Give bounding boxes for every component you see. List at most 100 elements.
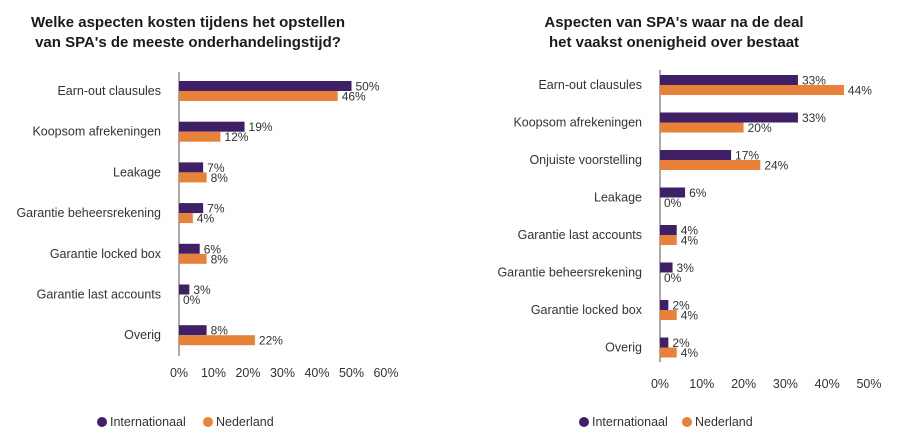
bar-nederland bbox=[660, 122, 744, 133]
category-label: Koopsom afrekeningen bbox=[513, 116, 642, 130]
bar-nederland bbox=[660, 310, 677, 320]
x-tick-label: 20% bbox=[731, 377, 756, 391]
data-label: 22% bbox=[259, 334, 283, 348]
data-label: 7% bbox=[207, 202, 225, 216]
legend-marker-nederland bbox=[203, 417, 213, 427]
bar-internationaal bbox=[179, 121, 245, 132]
legend-label-nederland: Nederland bbox=[695, 415, 753, 429]
category-label: Garantie beheersrekening bbox=[16, 206, 161, 220]
chart-left-plot: Earn-out clausules 50%46%Koopsom afrekeni… bbox=[16, 72, 399, 380]
data-label: 2% bbox=[672, 336, 690, 350]
x-tick-label: 30% bbox=[773, 377, 798, 391]
bar-internationaal bbox=[660, 187, 686, 198]
bar-nederland bbox=[660, 160, 761, 170]
x-tick-label: 20% bbox=[235, 366, 260, 380]
category-label: Onjuiste voorstelling bbox=[529, 153, 642, 167]
category-label: Earn-out clausules bbox=[57, 84, 161, 98]
legend-label-nederland: Nederland bbox=[216, 415, 274, 429]
data-label: 3% bbox=[677, 261, 695, 275]
bar-internationaal bbox=[179, 162, 204, 173]
data-label: 8% bbox=[211, 252, 229, 266]
bar-nederland bbox=[179, 131, 221, 142]
data-label: 3% bbox=[193, 283, 211, 297]
bar-internationaal bbox=[179, 203, 204, 214]
category-label: Garantie last accounts bbox=[518, 228, 642, 242]
x-tick-label: 0% bbox=[651, 377, 669, 391]
bar-nederland bbox=[179, 253, 207, 264]
bar-internationaal bbox=[179, 243, 200, 254]
legend-marker-internationaal bbox=[579, 417, 589, 427]
bar-nederland bbox=[179, 91, 338, 101]
chart-left-title-line-1: Welke aspecten kosten tijdens het opstel… bbox=[31, 14, 345, 31]
x-tick-label: 60% bbox=[373, 366, 398, 380]
category-label: Garantie last accounts bbox=[37, 288, 161, 302]
data-label: 2% bbox=[672, 299, 690, 313]
category-label: Koopsom afrekeningen bbox=[32, 125, 161, 139]
legend-marker-nederland bbox=[682, 417, 692, 427]
data-label: 0% bbox=[183, 293, 201, 307]
data-label: 46% bbox=[342, 90, 366, 104]
bar-nederland bbox=[179, 213, 193, 224]
data-label: 8% bbox=[211, 171, 229, 185]
bar-nederland bbox=[660, 347, 677, 358]
category-label: Overig bbox=[124, 328, 161, 342]
data-label: 33% bbox=[802, 111, 826, 125]
category-label: Garantie beheersrekening bbox=[497, 266, 642, 280]
chart-right-title-line-2: het vaakst onenigheid over bestaat bbox=[549, 34, 799, 51]
chart-right-plot: Earn-out clausules 33% 44% Koopsom afrekeni… bbox=[497, 70, 882, 391]
data-label: 24% bbox=[764, 159, 788, 173]
data-label: 7% bbox=[207, 161, 225, 175]
data-label: 4% bbox=[681, 234, 699, 248]
category-label: Leakage bbox=[113, 165, 161, 179]
chart-right: Aspecten van SPA's waar na de deal het v… bbox=[497, 14, 881, 429]
bar-internationaal bbox=[660, 262, 673, 273]
data-label: 4% bbox=[197, 212, 215, 226]
data-label: 4% bbox=[681, 346, 699, 360]
data-label: 0% bbox=[664, 271, 682, 285]
data-label: 4% bbox=[681, 224, 699, 238]
bar-internationaal bbox=[179, 81, 352, 91]
data-label: 44% bbox=[848, 84, 872, 98]
bar-internationaal bbox=[660, 225, 677, 235]
data-label: 4% bbox=[681, 309, 699, 323]
bar-internationaal bbox=[660, 112, 798, 123]
data-label: 8% bbox=[211, 324, 229, 338]
category-label: Leakage bbox=[594, 191, 642, 205]
bar-nederland bbox=[179, 172, 207, 183]
bar-internationaal bbox=[660, 337, 669, 348]
bar-internationaal bbox=[660, 75, 798, 85]
data-label: 33% bbox=[802, 74, 826, 88]
legend-label-internationaal: Internationaal bbox=[110, 415, 186, 429]
bar-internationaal bbox=[660, 150, 732, 160]
bar-internationaal bbox=[660, 300, 669, 310]
chart-right-title-line-1: Aspecten van SPA's waar na de deal bbox=[544, 14, 803, 31]
chart-left: Welke aspecten kosten tijdens het opstel… bbox=[16, 14, 398, 429]
bar-nederland bbox=[660, 235, 677, 245]
data-label: 12% bbox=[224, 130, 248, 144]
legend-label-internationaal: Internationaal bbox=[592, 415, 668, 429]
legend-marker-internationaal bbox=[97, 417, 107, 427]
data-label: 19% bbox=[249, 120, 273, 134]
x-tick-label: 10% bbox=[689, 377, 714, 391]
bar-internationaal bbox=[179, 325, 207, 336]
data-label: 0% bbox=[664, 196, 682, 210]
x-tick-label: 0% bbox=[170, 366, 188, 380]
x-tick-label: 50% bbox=[339, 366, 364, 380]
data-label: 20% bbox=[748, 121, 772, 135]
chart-left-title-line-2: van SPA's de meeste onderhandelingstijd? bbox=[35, 34, 341, 51]
category-label: Garantie locked box bbox=[50, 247, 162, 261]
data-label: 6% bbox=[689, 186, 707, 200]
x-tick-label: 40% bbox=[304, 366, 329, 380]
chart-left-legend: Internationaal Nederland bbox=[97, 415, 274, 429]
bar-internationaal bbox=[179, 284, 190, 295]
category-label: Garantie locked box bbox=[531, 303, 643, 317]
data-label: 50% bbox=[356, 80, 380, 94]
data-label: 17% bbox=[735, 149, 759, 163]
category-label: Earn-out clausules bbox=[538, 78, 642, 92]
x-tick-label: 40% bbox=[815, 377, 840, 391]
x-tick-label: 50% bbox=[856, 377, 881, 391]
x-tick-label: 30% bbox=[270, 366, 295, 380]
category-label: Overig bbox=[605, 341, 642, 355]
x-tick-label: 10% bbox=[201, 366, 226, 380]
